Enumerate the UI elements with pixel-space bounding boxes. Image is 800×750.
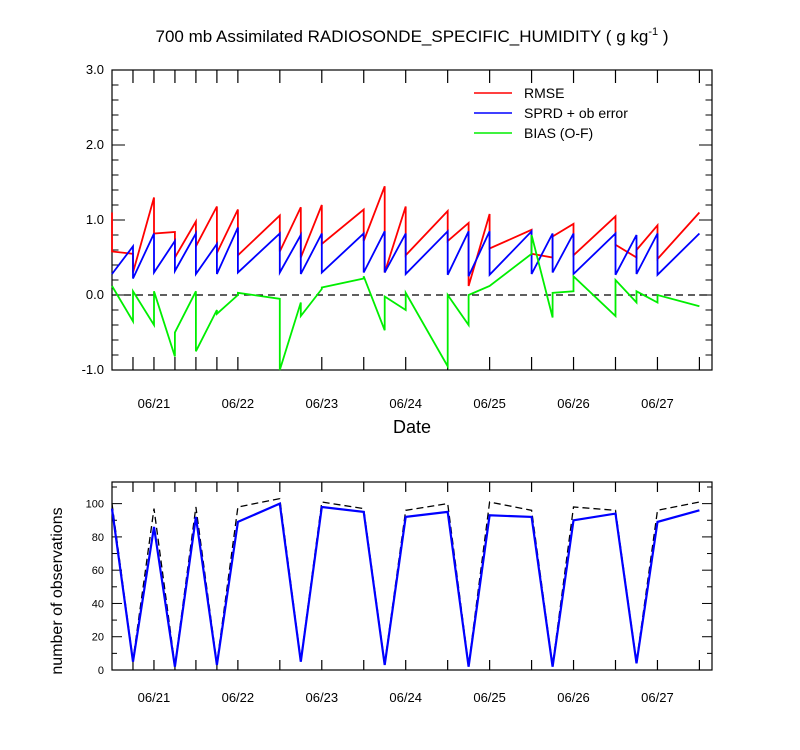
top-x-tick-label: 06/24	[389, 396, 422, 411]
top-x-tick-label: 06/22	[222, 396, 255, 411]
bottom-y-tick-label: 100	[86, 499, 104, 511]
bottom-x-tick-label: 06/23	[306, 690, 339, 705]
bottom-x-tick-label: 06/22	[222, 690, 255, 705]
bottom-y-tick-label: 80	[92, 532, 104, 544]
chart-title-superscript: -1	[648, 26, 658, 38]
top-x-tick-label: 06/26	[557, 396, 590, 411]
top-y-tick-label: -1.0	[82, 362, 104, 377]
legend-label-2: SPRD + ob error	[524, 105, 628, 121]
top-series-sprd-ob-error	[111, 227, 701, 279]
top-panel-timeseries: -1.0 0.0 1.0 2.0 3.0 06/21 06/22 06/23 06/24 06/2…	[82, 62, 713, 437]
top-series-bias-o-f	[111, 234, 700, 371]
bottom-panel-observations: 0 20 40 60 80 100 06/21 06/22 06/23 06/24 06/25 06/…	[49, 481, 713, 705]
top-x-tick-label: 06/25	[473, 396, 506, 411]
bottom-x-tick-label: 06/27	[641, 690, 674, 705]
top-x-axis-title: Date	[393, 417, 431, 437]
top-y-tick-label: 1.0	[86, 212, 104, 227]
top-y-tick-label: 2.0	[86, 137, 104, 152]
top-x-tick-label: 06/21	[138, 396, 171, 411]
bottom-y-tick-label: 60	[92, 565, 104, 577]
bottom-x-tick-label: 06/21	[138, 690, 171, 705]
bottom-x-tick-label: 06/25	[473, 690, 506, 705]
top-y-tick-label: 0.0	[86, 287, 104, 302]
chart-title-main: 700 mb Assimilated RADIOSONDE_SPECIFIC_H…	[156, 27, 649, 46]
bottom-y-tick-label: 20	[92, 632, 104, 644]
bottom-y-tick-label: 0	[98, 665, 104, 677]
legend-label-1: RMSE	[524, 85, 564, 101]
bottom-x-tick-label: 06/26	[557, 690, 590, 705]
chart-title-suffix: )	[658, 27, 668, 46]
bottom-x-tick-label: 06/24	[389, 690, 422, 705]
legend-label-3: BIAS (O-F)	[524, 125, 593, 141]
bottom-y-axis-title: number of observations	[49, 507, 66, 674]
bottom-y-tick-label: 40	[92, 598, 104, 610]
top-y-tick-label: 3.0	[86, 62, 104, 77]
chart-title: 700 mb Assimilated RADIOSONDE_SPECIFIC_H…	[156, 26, 669, 46]
top-x-tick-label: 06/23	[306, 396, 339, 411]
bottom-plot-frame	[111, 481, 713, 671]
bottom-series-used	[110, 502, 700, 667]
top-x-tick-label: 06/27	[641, 396, 674, 411]
